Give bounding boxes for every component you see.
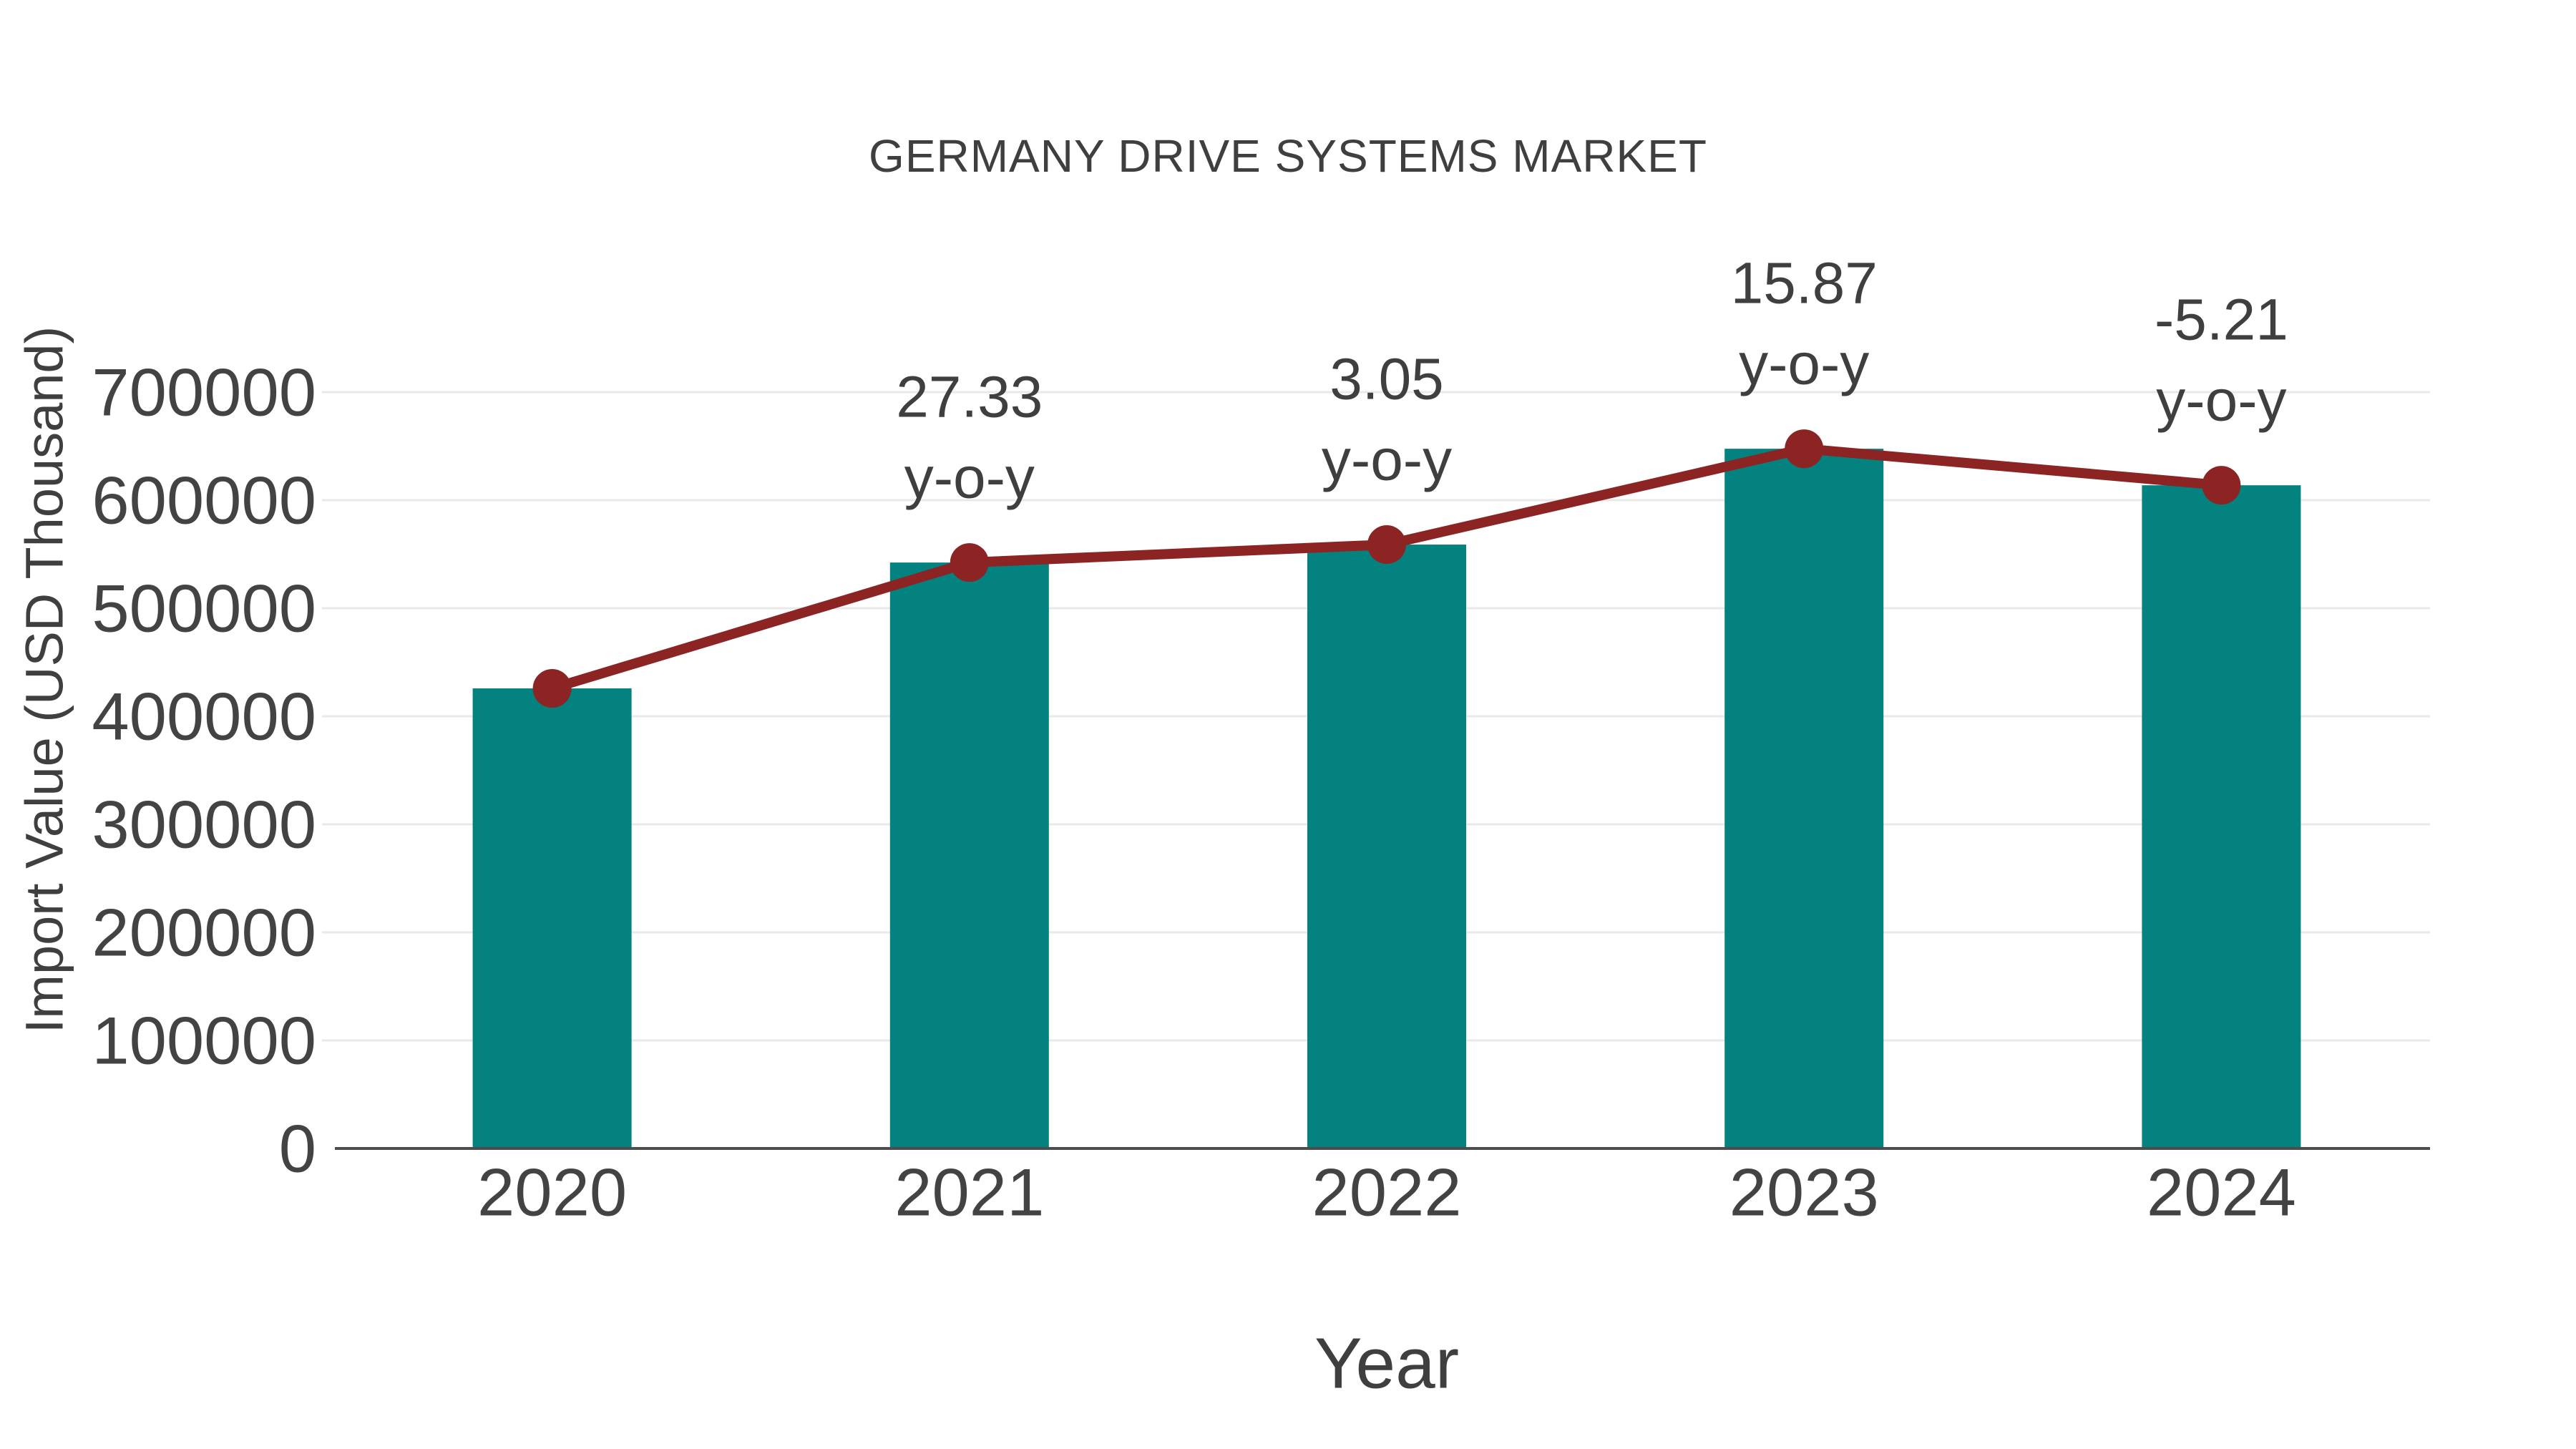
marker-2023[interactable] bbox=[1785, 429, 1824, 469]
bar-2024[interactable] bbox=[2142, 485, 2301, 1148]
bar-2020[interactable] bbox=[472, 688, 632, 1148]
x-tick-label-2023: 2023 bbox=[1729, 1155, 1879, 1230]
yoy-annotation-suffix-2022: y-o-y bbox=[1322, 428, 1452, 493]
y-tick-label-300000: 300000 bbox=[92, 787, 316, 862]
yoy-annotation-suffix-2024: y-o-y bbox=[2156, 369, 2286, 434]
y-tick-label-400000: 400000 bbox=[92, 679, 316, 754]
bar-2023[interactable] bbox=[1724, 449, 1884, 1148]
y-tick-label-100000: 100000 bbox=[92, 1003, 316, 1078]
x-tick-label-2021: 2021 bbox=[894, 1155, 1044, 1230]
yoy-annotation-value-2022: 3.05 bbox=[1330, 347, 1444, 412]
yoy-annotation-suffix-2021: y-o-y bbox=[904, 446, 1035, 511]
x-tick-label-2024: 2024 bbox=[2147, 1155, 2296, 1230]
y-tick-label-600000: 600000 bbox=[92, 463, 316, 538]
y-tick-label-700000: 700000 bbox=[92, 355, 316, 430]
marker-2021[interactable] bbox=[950, 543, 989, 582]
x-tick-label-2020: 2020 bbox=[477, 1155, 627, 1230]
y-tick-label-0: 0 bbox=[279, 1111, 316, 1186]
bar-2021[interactable] bbox=[889, 562, 1049, 1148]
yoy-annotation-value-2021: 27.33 bbox=[896, 365, 1043, 430]
yoy-annotation-value-2024: -5.21 bbox=[2155, 288, 2288, 353]
marker-2022[interactable] bbox=[1367, 525, 1406, 565]
x-tick-label-2022: 2022 bbox=[1312, 1155, 1461, 1230]
yoy-annotation-value-2023: 15.87 bbox=[1731, 251, 1878, 316]
yoy-annotation-suffix-2023: y-o-y bbox=[1739, 332, 1869, 397]
marker-2024[interactable] bbox=[2202, 466, 2241, 505]
marker-2020[interactable] bbox=[532, 669, 572, 708]
chart-title: GERMANY DRIVE SYSTEMS MARKET bbox=[869, 130, 1707, 182]
bar-2022[interactable] bbox=[1307, 545, 1466, 1148]
x-axis-title: Year bbox=[1314, 1323, 1460, 1404]
y-tick-label-200000: 200000 bbox=[92, 895, 316, 970]
y-tick-label-500000: 500000 bbox=[92, 571, 316, 646]
